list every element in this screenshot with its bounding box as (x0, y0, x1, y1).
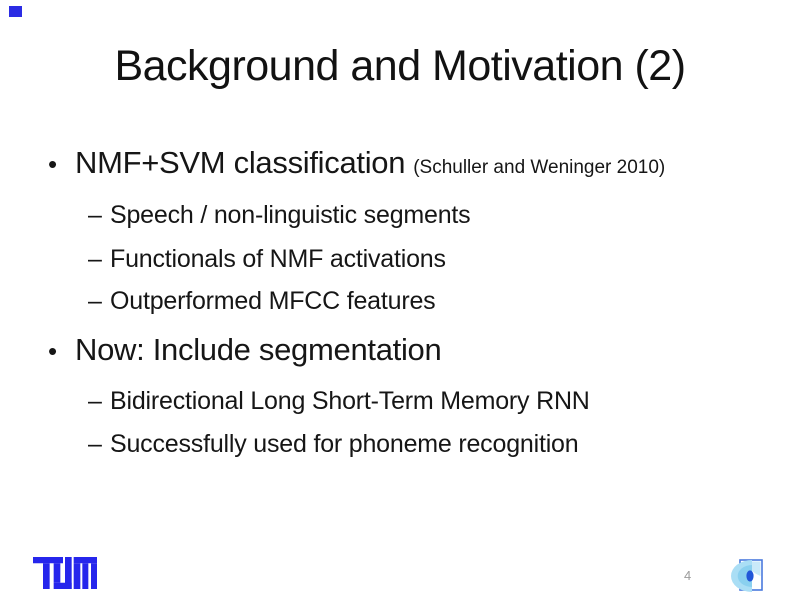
page-number: 4 (684, 568, 692, 583)
corner-mark (9, 6, 22, 17)
dash-icon: – (88, 430, 102, 458)
sub-bullet-text: Successfully used for phoneme recognitio… (110, 430, 579, 458)
tum-logo (33, 557, 97, 594)
sub-bullet-text: Outperformed MFCC features (110, 287, 436, 315)
citation-text: (Schuller and Weninger 2010) (413, 157, 666, 178)
sub-bullet-item: – Bidirectional Long Short-Term Memory R… (88, 386, 590, 417)
bullet-dot-icon: • (48, 336, 57, 366)
bullet-dot-icon: • (48, 149, 57, 179)
sub-bullet-item: – Speech / non-linguistic segments (88, 200, 471, 231)
bullet-item: • NMF+SVM classification (Schuller and W… (48, 144, 665, 187)
sub-bullet-text: Functionals of NMF activations (110, 245, 446, 273)
dash-icon: – (88, 245, 102, 273)
bullet-text: NMF+SVM classification (75, 145, 406, 180)
dash-icon: – (88, 287, 102, 315)
sub-bullet-text: Speech / non-linguistic segments (110, 201, 471, 229)
sub-bullet-item: – Outperformed MFCC features (88, 286, 436, 317)
sub-bullet-item: – Functionals of NMF activations (88, 244, 446, 275)
slide-title: Background and Motivation (2) (114, 42, 686, 90)
dash-icon: – (88, 201, 102, 229)
sub-bullet-text: Bidirectional Long Short-Term Memory RNN (110, 387, 590, 415)
sub-bullet-item: – Successfully used for phoneme recognit… (88, 429, 579, 460)
institute-logo-icon (727, 555, 764, 599)
dash-icon: – (88, 387, 102, 415)
bullet-text: Now: Include segmentation (75, 332, 442, 367)
bullet-item: • Now: Include segmentation (48, 331, 442, 370)
